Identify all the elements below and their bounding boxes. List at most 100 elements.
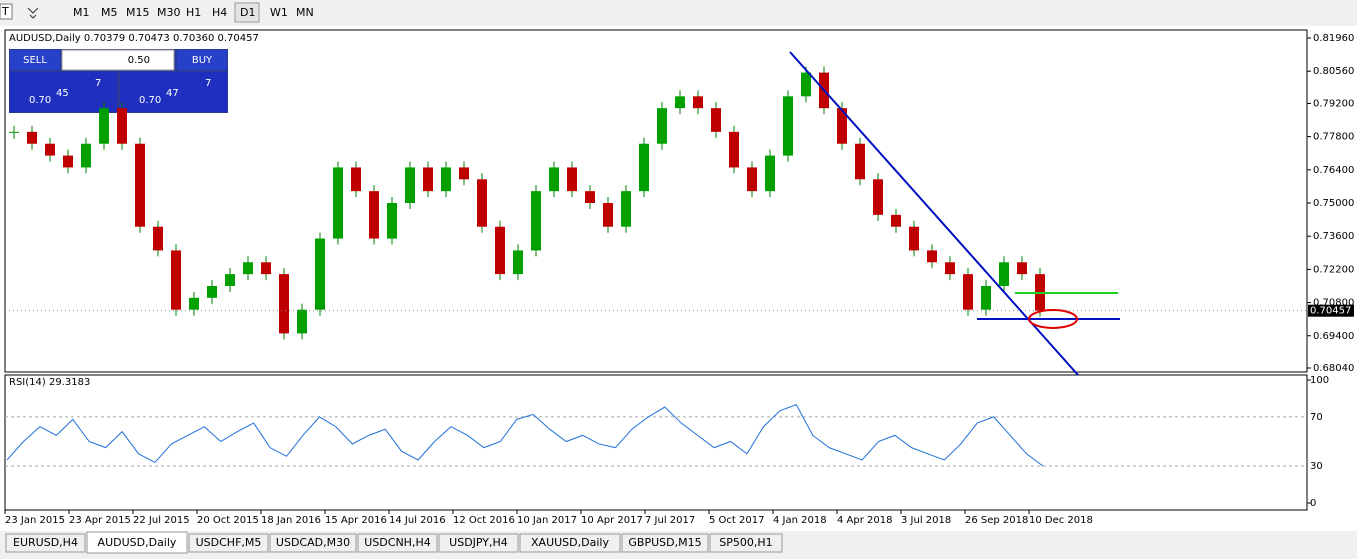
candle	[783, 96, 793, 156]
bid-main: 45	[56, 88, 69, 99]
x-tick-label: 10 Jan 2017	[517, 515, 577, 526]
x-tick-label: 23 Jan 2015	[5, 515, 65, 526]
candle	[441, 167, 451, 192]
rsi-tick-label: 100	[1310, 375, 1329, 386]
y-tick-label: 0.68040	[1313, 363, 1354, 374]
x-tick-label: 3 Jul 2018	[901, 515, 951, 526]
candle	[333, 167, 343, 239]
y-tick-label: 0.72200	[1313, 264, 1354, 275]
x-tick-label: 26 Sep 2018	[965, 515, 1028, 526]
candle	[153, 226, 163, 251]
y-tick-label: 0.77800	[1313, 132, 1354, 143]
tab[interactable]	[86, 531, 188, 554]
candle	[837, 108, 847, 144]
timeframe[interactable]: D1	[240, 6, 255, 19]
candle	[675, 96, 685, 109]
candle	[639, 143, 649, 192]
chart-header: AUDUSD,Daily 0.70379 0.70473 0.70360 0.7…	[9, 33, 259, 44]
candle	[981, 285, 991, 310]
timeframe[interactable]: M30	[157, 6, 181, 19]
tab-label: USDCNH,H4	[364, 536, 430, 549]
timeframe[interactable]: M5	[101, 6, 118, 19]
candle	[801, 72, 811, 97]
candle	[531, 191, 541, 251]
candle	[945, 262, 955, 275]
timeframe[interactable]: W1	[270, 6, 288, 19]
candle	[405, 167, 415, 203]
tool-icon[interactable]	[0, 3, 13, 20]
candle	[423, 167, 433, 192]
sell-button[interactable]	[10, 50, 60, 70]
candle	[315, 238, 325, 310]
ask-box[interactable]	[120, 72, 227, 112]
x-tick-label: 12 Oct 2016	[453, 515, 515, 526]
tab[interactable]	[621, 533, 709, 553]
x-tick-label: 5 Oct 2017	[709, 515, 764, 526]
candle	[765, 155, 775, 192]
candle	[855, 143, 865, 180]
candle	[117, 108, 127, 144]
volume-input[interactable]	[61, 49, 175, 71]
timeframe[interactable]: H1	[186, 6, 201, 19]
timeframe[interactable]: M1	[73, 6, 90, 19]
y-tick-label: 0.76400	[1313, 165, 1354, 176]
candle	[279, 274, 289, 334]
tab[interactable]	[5, 533, 86, 553]
timeframe[interactable]: M15	[126, 6, 150, 19]
current-price-label: 0.70457	[1310, 306, 1351, 317]
tab[interactable]	[357, 533, 438, 553]
rsi-tick-label: 30	[1310, 461, 1323, 472]
candle	[621, 191, 631, 227]
candle	[999, 262, 1009, 286]
rsi-tick-label: 70	[1310, 412, 1323, 423]
tool-icon-t: T	[1, 5, 9, 18]
candle	[225, 274, 235, 286]
x-tick-label: 4 Jan 2018	[773, 515, 827, 526]
x-tick-label: 15 Apr 2016	[325, 515, 387, 526]
x-tick-label: 4 Apr 2018	[837, 515, 892, 526]
ask-main: 47	[166, 88, 179, 99]
bid-big: 0.70	[29, 95, 51, 106]
x-tick-label: 22 Jul 2015	[133, 515, 190, 526]
candle	[99, 108, 109, 144]
tab[interactable]	[438, 533, 519, 553]
candle	[1017, 262, 1027, 275]
candle	[513, 250, 523, 275]
candle	[63, 155, 73, 168]
tab-label: USDCHF,M5	[196, 536, 262, 549]
candle	[171, 250, 181, 310]
volume: 0.50	[128, 55, 150, 66]
x-tick-label: 7 Jul 2017	[645, 515, 695, 526]
buy-label: BUY	[192, 55, 213, 66]
y-tick-label: 0.81960	[1313, 33, 1354, 44]
candle	[909, 226, 919, 251]
x-tick-label: 14 Jul 2016	[389, 515, 446, 526]
rsi-label: RSI(14) 29.3183	[9, 377, 90, 388]
rsi-line	[6, 403, 1044, 467]
x-tick-label: 10 Dec 2018	[1029, 515, 1093, 526]
candle	[963, 274, 973, 310]
tab[interactable]	[269, 533, 357, 553]
bid-box[interactable]	[10, 72, 117, 112]
rsi-pane	[4, 374, 1308, 511]
timeframe[interactable]: H4	[212, 6, 227, 19]
tab[interactable]	[519, 533, 621, 553]
timeframe[interactable]: MN	[296, 6, 314, 19]
tab[interactable]	[188, 533, 269, 553]
candle	[729, 131, 739, 168]
tool-icon[interactable]	[27, 7, 39, 19]
candle	[81, 143, 91, 168]
candle	[495, 226, 505, 275]
x-tick-label: 20 Oct 2015	[197, 515, 259, 526]
candle	[135, 143, 145, 227]
tab[interactable]	[709, 533, 783, 553]
buy-button[interactable]	[177, 50, 227, 70]
tab-label: USDCAD,M30	[276, 536, 350, 549]
candle	[9, 131, 19, 133]
candle	[243, 262, 253, 275]
candle	[459, 167, 469, 180]
candle	[261, 262, 271, 275]
candle	[603, 203, 613, 227]
timeframe-active	[234, 2, 260, 23]
